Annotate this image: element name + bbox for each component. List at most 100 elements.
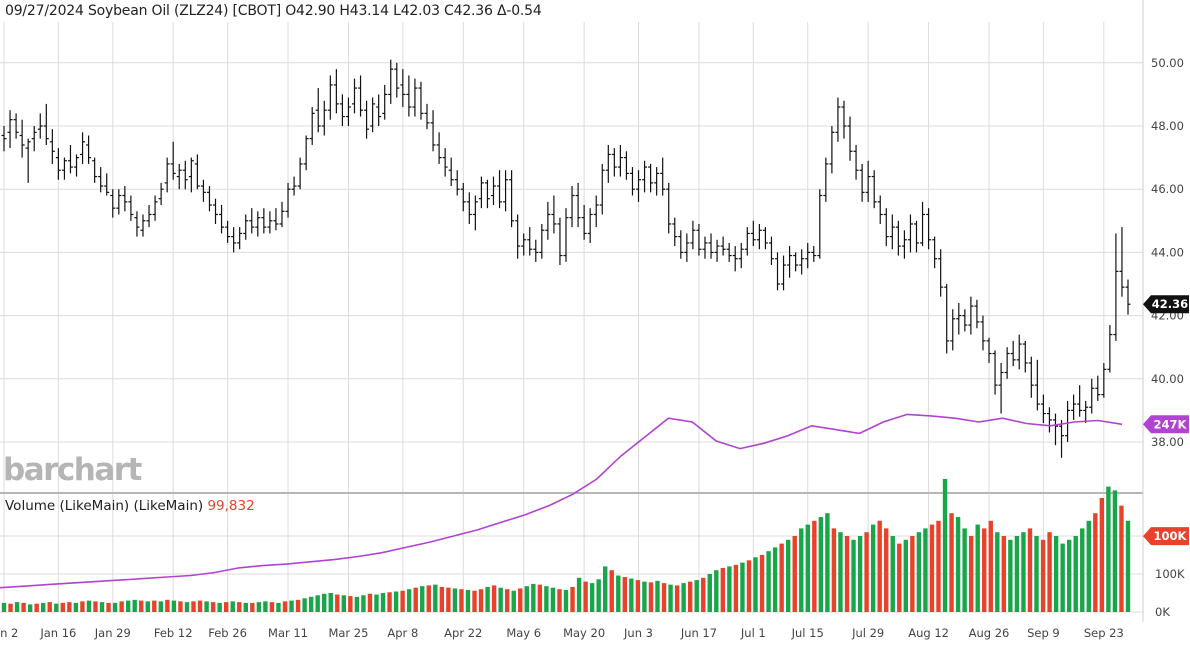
volume-bar bbox=[596, 579, 601, 612]
ohlc-bar bbox=[176, 163, 182, 190]
ohlc-bar bbox=[158, 182, 164, 205]
ohlc-bar bbox=[442, 148, 448, 177]
ohlc-bar bbox=[859, 163, 865, 202]
volume-bar bbox=[315, 595, 320, 612]
volume-tick-label: 0K bbox=[1155, 605, 1170, 619]
volume-bar bbox=[707, 574, 712, 612]
volume-bar bbox=[1080, 528, 1085, 612]
ohlc-bar bbox=[213, 198, 219, 224]
ohlc-bar bbox=[708, 233, 714, 259]
volume-bar bbox=[1001, 536, 1007, 612]
volume-bar bbox=[766, 551, 771, 612]
volume-bar bbox=[406, 589, 412, 612]
x-tick-label: Jul 1 bbox=[740, 626, 766, 640]
ohlc-bar bbox=[617, 144, 623, 177]
volume-bar bbox=[152, 600, 157, 612]
volume-bar bbox=[929, 524, 935, 612]
volume-bar bbox=[1106, 486, 1111, 612]
ohlc-bar bbox=[436, 132, 442, 164]
volume-bar bbox=[511, 590, 516, 612]
ohlc-bar bbox=[152, 195, 158, 221]
ohlc-bar bbox=[291, 176, 297, 196]
ohlc-bar bbox=[515, 214, 521, 259]
ohlc-bar bbox=[762, 227, 768, 250]
ohlc-bar bbox=[775, 252, 781, 291]
barchart-logo: barchart bbox=[3, 452, 142, 488]
volume-bar bbox=[720, 567, 726, 612]
volume-bar bbox=[733, 564, 739, 612]
axis-badges: 42.36 247K 100K bbox=[1143, 295, 1189, 546]
volume-bar bbox=[544, 586, 549, 612]
volume-bar bbox=[27, 604, 33, 612]
ohlc-bar bbox=[521, 233, 527, 256]
ohlc-bar bbox=[86, 135, 92, 164]
y-tick-label: 44.00 bbox=[1151, 245, 1184, 259]
ohlc-bar bbox=[1059, 419, 1065, 458]
x-tick-label: Aug 26 bbox=[969, 626, 1010, 640]
volume-bar bbox=[125, 600, 131, 612]
volume-bar bbox=[328, 593, 333, 612]
ohlc-bar bbox=[1034, 359, 1040, 411]
header-date: 09/27/2024 bbox=[5, 3, 84, 19]
ohlc-bar bbox=[787, 246, 793, 278]
volume-bar bbox=[171, 600, 177, 612]
x-axis-bottom: Jan 2 Jan 16 Jan 29 Feb 12 Feb 26 Mar 11 Mar 2… bbox=[0, 626, 1124, 640]
ohlc-bar bbox=[31, 126, 37, 152]
volume-bar bbox=[504, 589, 510, 612]
ohlc-bar bbox=[605, 144, 611, 183]
volume-bar bbox=[701, 577, 706, 612]
ohlc-bar bbox=[805, 242, 811, 269]
volume-bar bbox=[139, 600, 144, 612]
volume-bar bbox=[93, 601, 98, 612]
ohlc-bar bbox=[799, 249, 805, 275]
header-close: C42.36 bbox=[444, 3, 493, 19]
ohlc-bar bbox=[666, 182, 672, 234]
ohlc-bar bbox=[19, 119, 25, 158]
ohlc-bar bbox=[74, 154, 80, 177]
ohlc-bar bbox=[1071, 394, 1077, 420]
volume-bar bbox=[47, 602, 52, 612]
ohlc-bar bbox=[509, 170, 515, 228]
ohlc-bar bbox=[1119, 227, 1125, 297]
volume-bar bbox=[8, 603, 13, 612]
ohlc-bar bbox=[358, 75, 364, 117]
ohlc-bar bbox=[1028, 356, 1034, 398]
volume-bar bbox=[975, 524, 980, 612]
volume-bar bbox=[400, 590, 405, 612]
volume-average-badge-text: 247K bbox=[1154, 417, 1188, 431]
ohlc-bar bbox=[660, 157, 666, 196]
volume-bar bbox=[269, 602, 275, 612]
x-tick-label: Jan 29 bbox=[94, 626, 131, 640]
volume-bar bbox=[433, 584, 438, 612]
volume-bar bbox=[452, 588, 458, 612]
ohlc-bar bbox=[7, 110, 13, 149]
volume-value: 99,832 bbox=[207, 498, 255, 514]
volume-bar bbox=[465, 589, 471, 612]
x-tick-label: Sep 9 bbox=[1027, 626, 1060, 640]
ohlc-bar bbox=[37, 113, 43, 139]
volume-bar bbox=[1014, 536, 1020, 612]
volume-bar bbox=[988, 520, 993, 612]
x-tick-label: Jan 16 bbox=[39, 626, 76, 640]
ohlc-bar bbox=[309, 107, 315, 145]
volume-bar bbox=[230, 601, 235, 612]
volume-bar bbox=[785, 539, 791, 612]
ohlc-bar bbox=[249, 208, 255, 234]
volume-bar bbox=[132, 599, 137, 612]
volume-bar bbox=[674, 585, 680, 612]
volume-bar bbox=[472, 590, 477, 612]
ohlc-bar bbox=[545, 201, 551, 240]
volume-bar bbox=[655, 580, 660, 612]
volume-bar bbox=[753, 557, 758, 612]
volume-bar bbox=[805, 524, 810, 612]
ohlc-bar bbox=[1046, 407, 1052, 433]
volume-bar bbox=[99, 602, 105, 612]
volume-average-path bbox=[0, 413, 1123, 589]
volume-bar bbox=[1093, 513, 1098, 612]
ohlc-bar bbox=[623, 151, 629, 180]
ohlc-bar bbox=[1095, 375, 1101, 401]
volume-bar bbox=[1047, 532, 1052, 612]
volume-bar bbox=[197, 600, 203, 612]
ohlc-bar bbox=[104, 173, 110, 196]
